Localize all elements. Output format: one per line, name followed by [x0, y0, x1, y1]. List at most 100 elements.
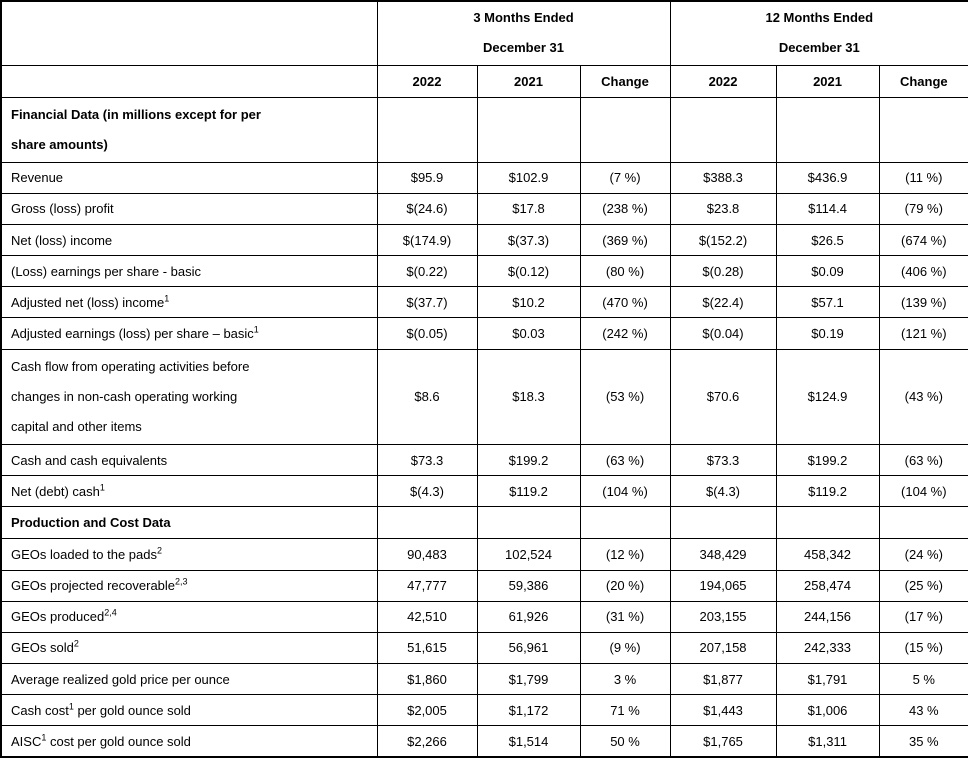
- cell-value: 51,615: [376, 631, 478, 665]
- data-row: GEOs projected recoverable2,3 47,777 59,38…: [0, 569, 968, 602]
- cell-value: $1,443: [669, 694, 777, 727]
- cell-value: (20 %): [579, 569, 671, 602]
- cell-value: [476, 506, 581, 540]
- row-label: GEOs produced2,4: [0, 600, 378, 633]
- row-label: Adjusted earnings (loss) per share – bas…: [0, 317, 378, 350]
- row-label: GEOs projected recoverable2,3: [0, 569, 378, 602]
- cell-value: 59,386: [476, 569, 581, 602]
- cell-value: (369 %): [579, 224, 671, 257]
- year-header-2021-12m: 2021: [775, 64, 880, 98]
- cell-value: (63 %): [579, 444, 671, 477]
- group-header-line: 12 Months Ended: [765, 10, 874, 26]
- row-label-text: AISC: [11, 733, 42, 749]
- cell-value: $70.6: [669, 348, 777, 446]
- cell-value: $0.03: [476, 317, 581, 350]
- row-label-text: GEOs projected recoverable: [11, 578, 176, 594]
- cell-value: (12 %): [579, 538, 671, 571]
- cell-value: (104 %): [579, 475, 671, 508]
- cell-value: $(0.22): [376, 255, 478, 288]
- row-label: AISC1 cost per gold ounce sold: [0, 725, 378, 758]
- cell-value: $(0.28): [669, 255, 777, 288]
- cell-value: (11 %): [878, 161, 968, 194]
- cell-value: 207,158: [669, 631, 777, 665]
- corner-cell-top: [0, 0, 378, 66]
- footnote-marker: 2: [73, 639, 79, 650]
- cell-value: $1,311: [775, 725, 880, 758]
- row-label-line: changes in non-cash operating working: [11, 388, 238, 404]
- cell-value: (53 %): [579, 348, 671, 446]
- row-label: Net (loss) income: [0, 224, 378, 257]
- group-header-12-months: 12 Months Ended December 31: [669, 0, 968, 66]
- row-label-text: Average realized gold price per ounce: [11, 671, 230, 687]
- cell-value: $1,860: [376, 663, 478, 696]
- row-label-line: Cash flow from operating activities befo…: [11, 358, 250, 374]
- cell-value: [476, 96, 581, 163]
- cell-value: $(22.4): [669, 286, 777, 319]
- year-header-2021-3m: 2021: [476, 64, 581, 98]
- group-header-3-months: 3 Months Ended December 31: [376, 0, 671, 66]
- cell-value: $199.2: [476, 444, 581, 477]
- row-label-text: Adjusted earnings (loss) per share – bas…: [11, 326, 254, 342]
- row-label-text: per gold ounce sold: [73, 702, 191, 718]
- cell-value: (139 %): [878, 286, 968, 319]
- data-row: AISC1 cost per gold ounce sold $2,266 $1,5…: [0, 725, 968, 758]
- row-label-line: share amounts): [11, 136, 108, 152]
- cell-value: $388.3: [669, 161, 777, 194]
- corner-cell-years: [0, 64, 378, 98]
- cell-value: $18.3: [476, 348, 581, 446]
- cell-value: (242 %): [579, 317, 671, 350]
- cell-value: $8.6: [376, 348, 478, 446]
- row-label: Revenue: [0, 161, 378, 194]
- row-label-text: Net (loss) income: [11, 232, 113, 248]
- cell-value: (406 %): [878, 255, 968, 288]
- row-label-line: Financial Data (in millions except for p…: [11, 106, 261, 122]
- row-label: Average realized gold price per ounce: [0, 663, 378, 696]
- cell-value: $124.9: [775, 348, 880, 446]
- cell-value: [669, 506, 777, 540]
- cell-value: 258,474: [775, 569, 880, 602]
- cell-value: $(0.12): [476, 255, 581, 288]
- cell-value: [775, 96, 880, 163]
- year-header-2022-3m: 2022: [376, 64, 478, 98]
- cell-value: $95.9: [376, 161, 478, 194]
- cell-value: 5 %: [878, 663, 968, 696]
- cell-value: 3 %: [579, 663, 671, 696]
- cell-value: (25 %): [878, 569, 968, 602]
- row-label-line: capital and other items: [11, 418, 142, 434]
- cell-value: 90,483: [376, 538, 478, 571]
- row-label: Adjusted net (loss) income1: [0, 286, 378, 319]
- row-label: Net (debt) cash1: [0, 475, 378, 508]
- data-row: Cash cost1 per gold ounce sold $2,005 $1,1…: [0, 694, 968, 727]
- cell-value: 47,777: [376, 569, 478, 602]
- cell-value: (104 %): [878, 475, 968, 508]
- footnote-marker: 2,4: [104, 607, 117, 618]
- data-row: Net (debt) cash1 $(4.3) $119.2 (104 %) $(4.3…: [0, 475, 968, 508]
- cell-value: $1,877: [669, 663, 777, 696]
- cell-value: $(174.9): [376, 224, 478, 257]
- cell-value: $119.2: [476, 475, 581, 508]
- cell-value: (63 %): [878, 444, 968, 477]
- cell-value: 203,155: [669, 600, 777, 633]
- cell-value: $1,514: [476, 725, 581, 758]
- cell-value: $2,005: [376, 694, 478, 727]
- cell-value: [376, 96, 478, 163]
- group-header-line: December 31: [778, 40, 860, 56]
- cell-value: [376, 506, 478, 540]
- cell-value: $(0.04): [669, 317, 777, 350]
- table-body: Financial Data (in millions except for p…: [0, 96, 968, 758]
- cell-value: 56,961: [476, 631, 581, 665]
- change-header-12m: Change: [878, 64, 968, 98]
- cell-value: (9 %): [579, 631, 671, 665]
- data-row: Adjusted earnings (loss) per share – bas…: [0, 317, 968, 350]
- cell-value: (7 %): [579, 161, 671, 194]
- cell-value: $436.9: [775, 161, 880, 194]
- cell-value: (80 %): [579, 255, 671, 288]
- cell-value: 50 %: [579, 725, 671, 758]
- cell-value: 35 %: [878, 725, 968, 758]
- cell-value: 244,156: [775, 600, 880, 633]
- group-header-row: 3 Months Ended December 31 12 Months End…: [0, 0, 968, 66]
- cell-value: $17.8: [476, 192, 581, 226]
- data-row: GEOs loaded to the pads2 90,483 102,524 (12…: [0, 538, 968, 571]
- data-row: (Loss) earnings per share - basic $(0.22)…: [0, 255, 968, 288]
- data-row: Adjusted net (loss) income1 $(37.7) $10.2(…: [0, 286, 968, 319]
